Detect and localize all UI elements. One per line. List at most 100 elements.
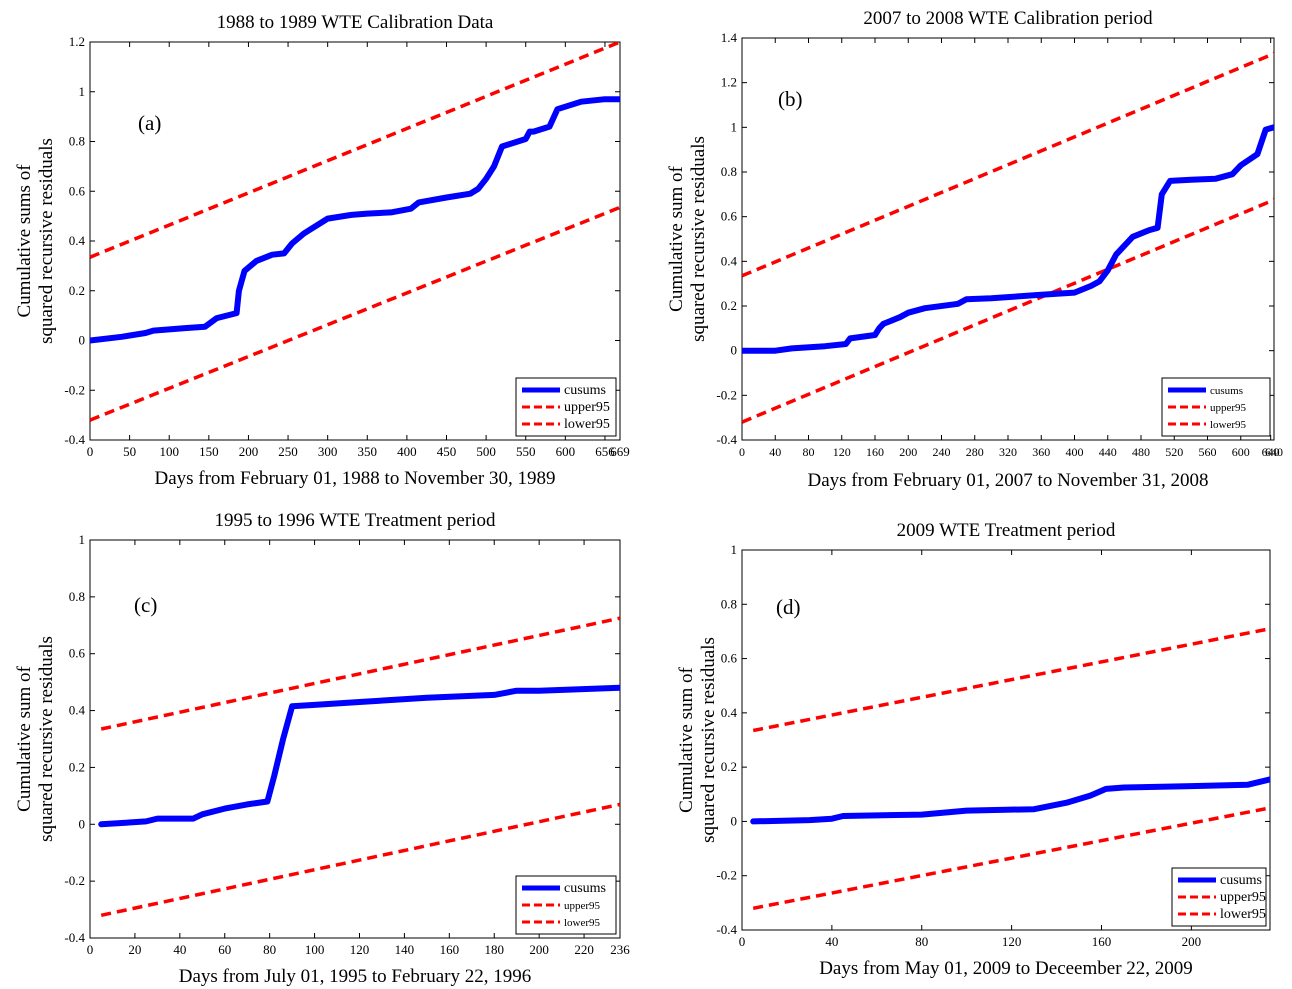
legend-label: lower95	[564, 417, 610, 432]
series-line-upper95	[100, 616, 620, 731]
legend-label: upper95	[1220, 890, 1266, 905]
x-tick-label: 160	[866, 445, 884, 459]
x-tick-label: 320	[999, 445, 1017, 459]
legend-label: lower95	[1210, 419, 1247, 431]
y-tick-label: 1.4	[721, 30, 738, 45]
x-tick-label: 100	[159, 444, 179, 459]
x-tick-label: 656	[595, 444, 615, 459]
chart-panel-d: 2009 WTE Treatment period 0 40 80 120 160 200 -…	[676, 520, 1271, 979]
x-tick-label: 240	[933, 445, 951, 459]
x-tick-label: 520	[1165, 445, 1183, 459]
y-axis-label-line: Cumulative sums of	[14, 164, 35, 318]
legend-label: cusums	[564, 881, 606, 896]
x-axis-label: Days from February 01, 1988 to November …	[154, 468, 555, 489]
x-tick-label: 180	[484, 942, 504, 957]
x-tick-label: 200	[239, 444, 259, 459]
legend-label: cusums	[1220, 873, 1262, 888]
x-axis-label: Days from May 01, 2009 to Deceember 22, …	[819, 958, 1193, 979]
plot-frame	[741, 549, 1271, 931]
x-tick-label: 360	[1032, 445, 1050, 459]
legend: cusums upper95 lower95	[1161, 377, 1271, 437]
x-tick-label: 250	[278, 444, 298, 459]
y-tick-label: 0.4	[69, 703, 86, 718]
y-axis-label: Cumulative sum ofsquared recursive resid…	[666, 136, 709, 342]
x-tick-label: 0	[739, 934, 746, 949]
legend-label: cusums	[564, 383, 606, 398]
y-tick-label: 0.8	[721, 596, 737, 611]
x-tick-label: 550	[516, 444, 536, 459]
panel-label: (c)	[134, 593, 157, 617]
x-tick-label: 440	[1099, 445, 1117, 459]
y-tick-label: 1	[731, 542, 738, 557]
series-line-cusums	[742, 124, 1274, 354]
chart-panel-a: 1988 to 1989 WTE Calibration Data 0 50 100 1…	[14, 12, 630, 489]
x-tick-label: 60	[218, 942, 231, 957]
panel-label: (d)	[776, 595, 801, 619]
chart-panel-c: 1995 to 1996 WTE Treatment period 0 20 40 60…	[14, 510, 630, 987]
panel-label: (b)	[778, 87, 803, 111]
series-line-lower95	[752, 806, 1270, 911]
plot-frame	[89, 41, 621, 441]
plot-frame	[741, 37, 1275, 441]
x-tick-label: 280	[966, 445, 984, 459]
y-tick-label: 0	[731, 343, 738, 358]
y-tick-label: 1	[79, 84, 86, 99]
x-tick-label: 80	[263, 942, 276, 957]
x-tick-label: 500	[476, 444, 496, 459]
y-tick-label: 0.4	[721, 705, 738, 720]
x-tick-label: 600	[556, 444, 576, 459]
x-tick-label: 100	[305, 942, 325, 957]
series-line-cusums	[98, 684, 620, 828]
legend: cusums upper95 lower95	[515, 875, 617, 935]
x-tick-label: 120	[833, 445, 851, 459]
y-tick-label: -0.4	[716, 432, 737, 447]
y-tick-label: -0.4	[64, 432, 85, 447]
y-tick-label: 0	[731, 813, 738, 828]
y-axis-label-line: Cumulative sum of	[676, 667, 697, 813]
y-tick-label: 0.2	[721, 759, 737, 774]
y-tick-label: 0	[79, 816, 86, 831]
chart-title: 2009 WTE Treatment period	[897, 520, 1116, 541]
x-tick-label: 200	[899, 445, 917, 459]
y-tick-label: 1.2	[69, 34, 85, 49]
x-tick-label: 560	[1199, 445, 1217, 459]
x-tick-label: 236	[610, 942, 630, 957]
y-tick-label: -0.4	[64, 930, 85, 945]
x-tick-label: 140	[395, 942, 415, 957]
x-tick-label: 350	[358, 444, 378, 459]
legend-label: upper95	[564, 400, 610, 415]
y-tick-label: 1	[731, 119, 738, 134]
y-tick-label: -0.4	[716, 922, 737, 937]
x-tick-label: 120	[1002, 934, 1022, 949]
x-tick-label: 450	[437, 444, 457, 459]
x-tick-label: 40	[769, 445, 781, 459]
y-axis-label-line: squared recursive residuals	[36, 138, 57, 344]
y-axis-label-line: squared recursive residuals	[688, 136, 709, 342]
y-tick-label: 1	[79, 532, 86, 547]
x-tick-label: 669	[610, 444, 630, 459]
y-tick-label: 0.6	[69, 646, 86, 661]
x-axis-label: Days from July 01, 1995 to February 22, …	[179, 966, 532, 987]
x-tick-label: 80	[915, 934, 928, 949]
x-tick-label: 480	[1132, 445, 1150, 459]
legend-label: upper95	[564, 900, 601, 912]
chart-title: 1988 to 1989 WTE Calibration Data	[217, 12, 494, 33]
y-tick-label: 0.6	[721, 209, 738, 224]
y-tick-label: 0.8	[721, 164, 737, 179]
x-tick-label: 160	[440, 942, 460, 957]
y-axis-label: Cumulative sums ofsquared recursive resi…	[14, 138, 57, 344]
x-tick-label: 200	[529, 942, 549, 957]
series-line-cusums	[90, 96, 620, 344]
legend: cusums upper95 lower95	[1171, 867, 1267, 927]
y-tick-label: 0	[79, 333, 86, 348]
x-tick-label: 0	[739, 445, 745, 459]
legend-label: cusums	[1210, 385, 1243, 397]
x-axis-label: Days from February 01, 2007 to November …	[807, 470, 1208, 491]
x-tick-label: 0	[87, 444, 94, 459]
legend-label: lower95	[564, 917, 601, 929]
series-line-lower95	[100, 802, 620, 918]
chart-title: 1995 to 1996 WTE Treatment period	[215, 510, 496, 531]
series-line-lower95	[742, 198, 1274, 424]
y-tick-label: 0.6	[69, 183, 86, 198]
